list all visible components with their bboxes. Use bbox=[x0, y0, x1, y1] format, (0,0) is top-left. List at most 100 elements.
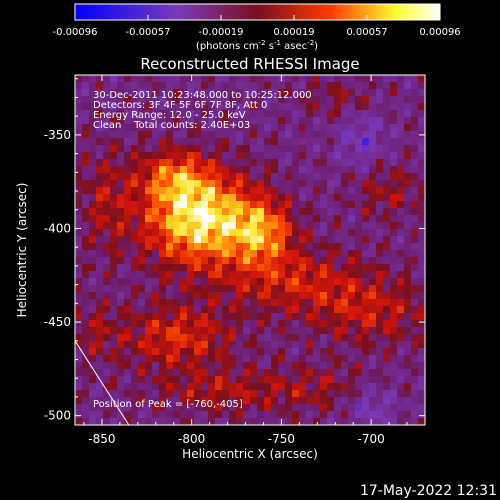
heatmap-cell bbox=[166, 124, 174, 132]
heatmap-cell bbox=[257, 236, 265, 244]
heatmap-cell bbox=[222, 131, 230, 139]
heatmap-cell bbox=[152, 418, 160, 425]
heatmap-cell bbox=[355, 334, 363, 342]
heatmap-cell bbox=[96, 229, 104, 237]
heatmap-cell bbox=[82, 96, 90, 104]
heatmap-cell bbox=[166, 222, 174, 230]
heatmap-cell bbox=[222, 278, 230, 286]
heatmap-cell bbox=[397, 173, 405, 181]
heatmap-cell bbox=[194, 173, 202, 181]
heatmap-cell bbox=[264, 103, 272, 111]
heatmap-cell bbox=[369, 362, 377, 370]
heatmap-cell bbox=[173, 250, 181, 258]
heatmap-cell bbox=[187, 222, 195, 230]
heatmap-cell bbox=[229, 341, 237, 349]
heatmap-cell bbox=[145, 145, 153, 153]
heatmap-cell bbox=[390, 152, 398, 160]
heatmap-cell bbox=[285, 278, 293, 286]
heatmap-cell bbox=[257, 159, 265, 167]
heatmap-cell bbox=[82, 166, 90, 174]
heatmap-cell bbox=[229, 383, 237, 391]
heatmap-cell bbox=[103, 194, 111, 202]
heatmap-cell bbox=[208, 299, 216, 307]
heatmap-cell bbox=[194, 201, 202, 209]
heatmap-cell bbox=[243, 152, 251, 160]
heatmap-cell bbox=[299, 306, 307, 314]
heatmap-cell bbox=[376, 250, 384, 258]
heatmap-cell bbox=[159, 257, 167, 265]
heatmap-cell bbox=[397, 404, 405, 412]
heatmap-cell bbox=[236, 145, 244, 153]
heatmap-cell bbox=[243, 110, 251, 118]
heatmap-cell bbox=[264, 306, 272, 314]
heatmap-cell bbox=[362, 313, 370, 321]
heatmap-cell bbox=[208, 117, 216, 125]
heatmap-cell bbox=[390, 299, 398, 307]
heatmap-cell bbox=[131, 271, 139, 279]
heatmap-cell bbox=[187, 187, 195, 195]
heatmap-cell bbox=[215, 390, 223, 398]
heatmap-cell bbox=[124, 138, 132, 146]
heatmap-cell bbox=[103, 341, 111, 349]
heatmap-cell bbox=[222, 250, 230, 258]
heatmap-cell bbox=[96, 208, 104, 216]
heatmap-cell bbox=[82, 306, 90, 314]
heatmap-cell bbox=[180, 285, 188, 293]
heatmap-cell bbox=[229, 369, 237, 377]
heatmap-cell bbox=[75, 397, 83, 405]
heatmap-cell bbox=[194, 264, 202, 272]
heatmap-cell bbox=[257, 418, 265, 425]
heatmap-cell bbox=[208, 159, 216, 167]
heatmap-cell bbox=[124, 278, 132, 286]
heatmap-cell bbox=[243, 250, 251, 258]
heatmap-cell bbox=[131, 257, 139, 265]
heatmap-cell bbox=[138, 96, 146, 104]
heatmap-cell bbox=[299, 75, 307, 83]
heatmap-cell bbox=[383, 383, 391, 391]
heatmap-cell bbox=[411, 250, 419, 258]
heatmap-cell bbox=[138, 250, 146, 258]
heatmap-cell bbox=[264, 201, 272, 209]
heatmap-cell bbox=[369, 341, 377, 349]
heatmap-cell bbox=[124, 327, 132, 335]
heatmap-cell bbox=[348, 96, 356, 104]
heatmap-cell bbox=[82, 180, 90, 188]
heatmap-cell bbox=[215, 313, 223, 321]
heatmap-cell bbox=[75, 404, 83, 412]
heatmap-cell bbox=[138, 418, 146, 425]
heatmap-cell bbox=[208, 201, 216, 209]
heatmap-cell bbox=[285, 117, 293, 125]
heatmap-cell bbox=[75, 306, 83, 314]
heatmap-cell bbox=[313, 124, 321, 132]
heatmap-cell bbox=[110, 194, 118, 202]
heatmap-cell bbox=[369, 278, 377, 286]
heatmap-cell bbox=[257, 103, 265, 111]
heatmap-cell bbox=[418, 341, 425, 349]
heatmap-cell bbox=[362, 103, 370, 111]
heatmap-cell bbox=[229, 187, 237, 195]
heatmap-cell bbox=[334, 89, 342, 97]
heatmap-cell bbox=[306, 152, 314, 160]
heatmap-cell bbox=[271, 201, 279, 209]
heatmap-cell bbox=[285, 159, 293, 167]
heatmap-cell bbox=[208, 145, 216, 153]
heatmap-cell bbox=[138, 383, 146, 391]
heatmap-cell bbox=[292, 320, 300, 328]
heatmap-cell bbox=[320, 180, 328, 188]
heatmap-cell bbox=[208, 327, 216, 335]
heatmap-cell bbox=[236, 194, 244, 202]
heatmap-cell bbox=[411, 313, 419, 321]
heatmap-cell bbox=[334, 285, 342, 293]
heatmap-cell bbox=[103, 117, 111, 125]
heatmap-cell bbox=[292, 110, 300, 118]
heatmap-cell bbox=[96, 348, 104, 356]
heatmap-cell bbox=[173, 285, 181, 293]
heatmap-cell bbox=[82, 278, 90, 286]
heatmap-cell bbox=[292, 243, 300, 251]
heatmap-cell bbox=[299, 383, 307, 391]
heatmap-cell bbox=[250, 411, 258, 419]
heatmap-cell bbox=[166, 229, 174, 237]
heatmap-cell bbox=[159, 222, 167, 230]
heatmap-cell bbox=[110, 299, 118, 307]
heatmap-cell bbox=[306, 236, 314, 244]
